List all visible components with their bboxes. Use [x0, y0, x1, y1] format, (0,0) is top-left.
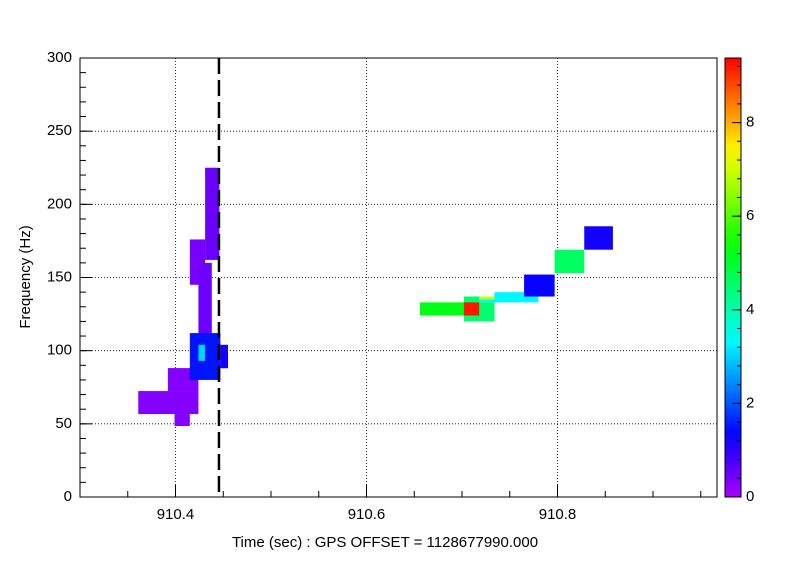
tile: [524, 274, 555, 297]
tile: [138, 391, 199, 415]
y-tick-label: 50: [55, 415, 72, 432]
x-axis-label: Time (sec) : GPS OFFSET = 1128677990.000: [232, 534, 538, 551]
tile: [220, 344, 229, 369]
z-tick-label: 8: [746, 114, 754, 131]
tile: [494, 292, 539, 303]
y-tick-label: 200: [47, 195, 72, 212]
tile: [554, 249, 585, 274]
tile: [198, 344, 206, 361]
x-tick-label: 910.8: [539, 506, 577, 523]
z-tick-label: 6: [746, 207, 754, 224]
y-tick-label: 0: [64, 488, 72, 505]
tile: [419, 302, 465, 316]
y-tick-label: 150: [47, 268, 72, 285]
tile: [198, 262, 212, 345]
tile: [584, 226, 613, 250]
tile: [174, 414, 190, 427]
z-tick-label: 2: [746, 394, 754, 411]
x-tick-label: 910.6: [348, 506, 386, 523]
y-tick-label: 300: [47, 49, 72, 66]
color-bar: [724, 57, 742, 498]
x-tick-label: 910.4: [157, 506, 195, 523]
z-tick-label: 4: [746, 301, 754, 318]
y-tick-label: 100: [47, 342, 72, 359]
tile: [463, 302, 480, 316]
tile: [205, 167, 220, 260]
y-tick-label: 250: [47, 122, 72, 139]
y-axis-label: Frequency (Hz): [17, 225, 34, 328]
tile: [479, 299, 495, 303]
z-tick-label: 0: [746, 488, 754, 505]
